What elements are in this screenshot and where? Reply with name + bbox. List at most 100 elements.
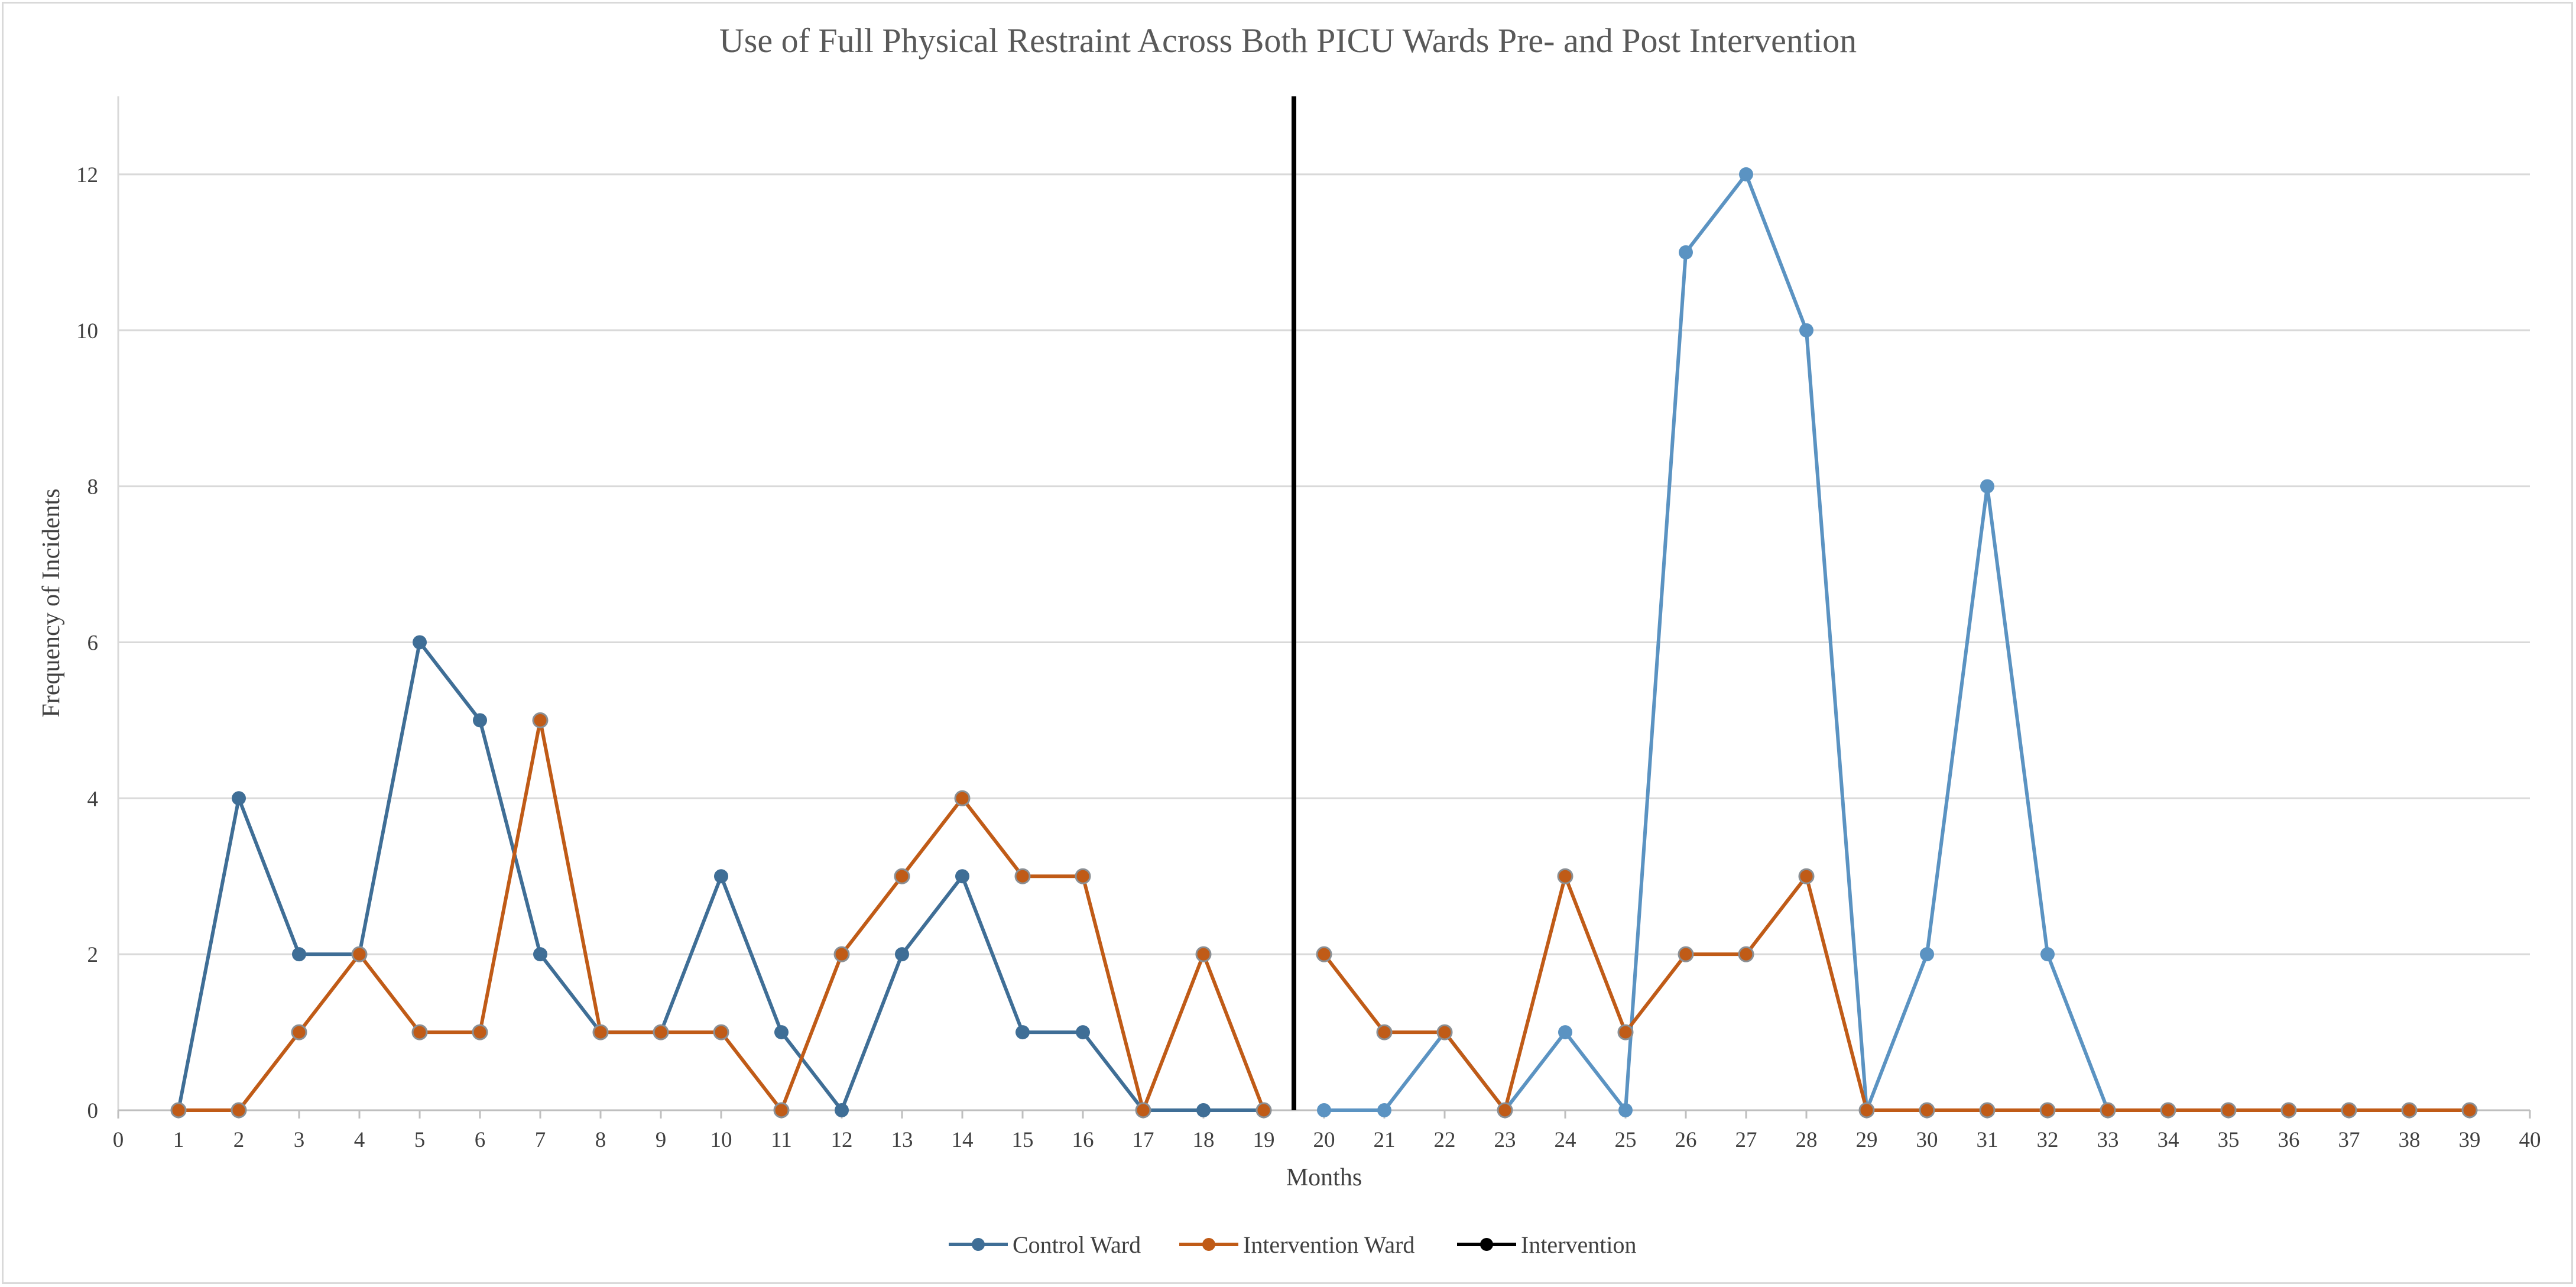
intervention-ward-point-month-2 [231, 1102, 247, 1119]
x-tick-label-15: 15 [1012, 1128, 1034, 1152]
control-ward-point-month-21 [1377, 1103, 1391, 1117]
intervention-ward-point-month-5 [411, 1024, 428, 1040]
x-tick-label-29: 29 [1856, 1128, 1878, 1152]
intervention-ward-point-month-22 [1436, 1024, 1453, 1040]
intervention-ward-point-month-23 [1497, 1102, 1513, 1119]
x-tick-label-17: 17 [1133, 1128, 1154, 1152]
legend-intervention-ward-marker [1202, 1238, 1215, 1251]
intervention-ward-point-month-28 [1798, 868, 1815, 884]
x-tick-label-12: 12 [831, 1128, 853, 1152]
control-ward-point-month-27 [1739, 167, 1753, 181]
x-tick-label-33: 33 [2097, 1128, 2119, 1152]
y-tick-label-4: 4 [87, 787, 99, 811]
y-tick-label-10: 10 [76, 319, 98, 343]
intervention-ward-point-month-4 [351, 946, 368, 962]
y-tick-label-2: 2 [87, 943, 99, 967]
x-tick-label-34: 34 [2158, 1128, 2179, 1152]
tick-labels: 0 1 2 3 4 5 6 7 8 9 10 11 12 13 14 15 16 17 18 19 20 21 22 23 24… [76, 163, 2541, 1152]
intervention-ward-point-month-1 [170, 1102, 187, 1119]
x-tick-label-9: 9 [656, 1128, 667, 1152]
control-ward-point-month-24 [1558, 1025, 1572, 1040]
x-tick-label-39: 39 [2459, 1128, 2481, 1152]
intervention-ward-point-month-37 [2341, 1102, 2357, 1119]
x-tick-label-16: 16 [1072, 1128, 1094, 1152]
intervention-ward-point-month-10 [713, 1024, 729, 1040]
intervention-ward-point-month-14 [954, 790, 971, 806]
control-ward-point-month-18 [1196, 1103, 1211, 1117]
control-ward-point-month-26 [1679, 245, 1693, 260]
x-tick-label-20: 20 [1313, 1128, 1335, 1152]
control-ward-point-month-30 [1920, 947, 1934, 962]
x-tick-label-40: 40 [2519, 1128, 2541, 1152]
control-ward-point-month-28 [1799, 323, 1813, 338]
x-tick-label-30: 30 [1916, 1128, 1938, 1152]
x-tick-label-24: 24 [1555, 1128, 1576, 1152]
intervention-ward-point-month-36 [2280, 1102, 2297, 1119]
control-ward-point-month-20 [1317, 1103, 1331, 1117]
intervention-ward-point-month-20 [1316, 946, 1332, 962]
intervention-ward-point-month-25 [1617, 1024, 1634, 1040]
intervention-ward-point-month-9 [653, 1024, 669, 1040]
y-tick-label-12: 12 [76, 163, 98, 187]
control-ward-point-month-31 [1980, 479, 1994, 494]
x-tick-label-2: 2 [233, 1128, 245, 1152]
x-tick-label-32: 32 [2037, 1128, 2059, 1152]
intervention-ward-point-month-12 [833, 946, 850, 962]
legend-control-ward-label: Control Ward [1013, 1231, 1141, 1258]
x-tick-label-27: 27 [1735, 1128, 1757, 1152]
intervention-ward-point-month-27 [1738, 946, 1754, 962]
control-ward-point-month-5 [413, 635, 427, 650]
x-tick-label-8: 8 [595, 1128, 606, 1152]
intervention-ward-point-month-3 [291, 1024, 307, 1040]
intervention-ward-point-month-30 [1919, 1102, 1935, 1119]
gridlines [118, 173, 2530, 955]
legend: Control Ward Intervention Ward Interventio… [949, 1231, 1637, 1258]
x-tick-label-31: 31 [1977, 1128, 1998, 1152]
x-tick-label-10: 10 [710, 1128, 732, 1152]
x-tick-label-5: 5 [414, 1128, 426, 1152]
intervention-ward-line-segment-2 [1322, 874, 2470, 1112]
control-ward-point-month-7 [533, 947, 547, 962]
x-tick-label-21: 21 [1374, 1128, 1396, 1152]
legend-intervention-marker [1480, 1238, 1493, 1251]
x-tick-label-7: 7 [535, 1128, 546, 1152]
intervention-ward-point-month-19 [1255, 1102, 1272, 1119]
intervention-ward-point-month-31 [1979, 1102, 1996, 1119]
x-tick-label-14: 14 [952, 1128, 974, 1152]
control-ward-point-month-6 [473, 713, 487, 728]
legend-control-ward-marker [972, 1238, 985, 1251]
legend-intervention-ward-label: Intervention Ward [1243, 1231, 1414, 1258]
chart-title: Use of Full Physical Restraint Across Bo… [719, 21, 1857, 60]
x-tick-label-6: 6 [475, 1128, 486, 1152]
intervention-ward-point-month-34 [2160, 1102, 2176, 1119]
y-axis-title: Frequency of Incidents [38, 488, 65, 717]
x-tick-label-36: 36 [2278, 1128, 2300, 1152]
control-ward-point-month-14 [955, 869, 969, 884]
intervention-ward-point-month-29 [1858, 1102, 1875, 1119]
intervention-ward-point-month-32 [2039, 1102, 2056, 1119]
intervention-ward-point-month-15 [1014, 868, 1031, 884]
x-tick-label-25: 25 [1615, 1128, 1637, 1152]
x-tick-label-11: 11 [771, 1128, 792, 1152]
x-tick-label-3: 3 [294, 1128, 305, 1152]
y-tick-label-0: 0 [87, 1099, 99, 1123]
y-tick-label-6: 6 [87, 631, 99, 655]
x-tick-label-23: 23 [1494, 1128, 1516, 1152]
x-tick-label-28: 28 [1796, 1128, 1818, 1152]
control-ward-point-month-10 [714, 869, 728, 884]
intervention-ward-point-month-17 [1135, 1102, 1151, 1119]
control-ward-point-month-25 [1618, 1103, 1633, 1117]
control-ward-point-month-32 [2040, 947, 2055, 962]
x-axis-title: Months [1286, 1164, 1362, 1191]
intervention-ward-point-month-6 [472, 1024, 488, 1040]
x-tick-label-22: 22 [1434, 1128, 1456, 1152]
y-tick-label-8: 8 [87, 475, 99, 500]
intervention-ward-point-month-8 [592, 1024, 609, 1040]
control-ward-point-month-13 [895, 947, 909, 962]
x-tick-label-1: 1 [173, 1128, 184, 1152]
intervention-ward-point-month-18 [1195, 946, 1212, 962]
x-tick-label-4: 4 [354, 1128, 365, 1152]
intervention-ward-point-month-7 [532, 712, 549, 728]
series-layer [170, 96, 2478, 1119]
